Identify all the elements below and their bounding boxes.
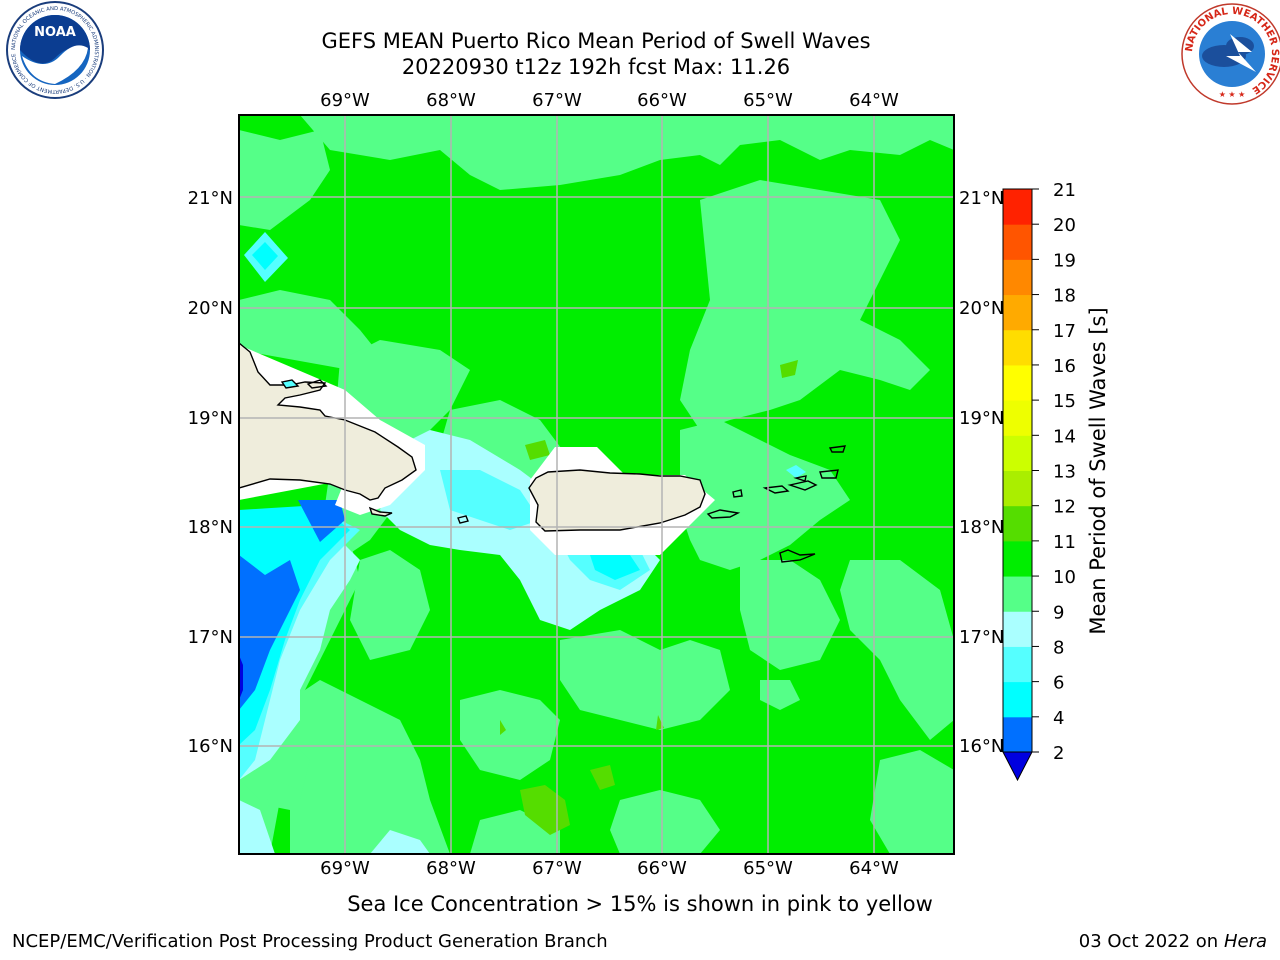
colorbar-swatch bbox=[1003, 716, 1032, 753]
colorbar-swatch bbox=[1003, 681, 1032, 718]
contour-4-6s-regions bbox=[239, 242, 640, 745]
colorbar-tick-label: 19 bbox=[1053, 250, 1076, 271]
inlet-outline bbox=[306, 379, 328, 389]
lat-label-right: 21°N bbox=[959, 188, 1004, 209]
lon-label-bottom: 68°W bbox=[426, 858, 476, 879]
colorbar: 2 4 6 8 9 10 11 12 13 14 15 16 17 18 19 20 21 bbox=[1002, 180, 1076, 782]
noaa-logo: NATIONAL OCEANIC AND ATMOSPHERIC ADMINIS… bbox=[6, 1, 104, 99]
lat-label-right: 17°N bbox=[959, 627, 1004, 648]
tortola-outline bbox=[787, 480, 818, 491]
lat-label-left: 19°N bbox=[188, 408, 233, 429]
lat-label-left: 17°N bbox=[188, 627, 233, 648]
hispaniola-land bbox=[239, 342, 417, 501]
colorbar-swatch bbox=[1003, 189, 1032, 225]
tortuga-outline bbox=[280, 379, 300, 389]
lat-label-left: 18°N bbox=[188, 517, 233, 538]
colorbar-swatch bbox=[1003, 646, 1032, 683]
nws-logo-stars: ★ ★ ★ bbox=[1219, 90, 1246, 99]
map-panel bbox=[239, 115, 954, 854]
lon-label-top: 64°W bbox=[849, 90, 899, 111]
colorbar-swatch bbox=[1003, 435, 1032, 471]
lat-label-left: 20°N bbox=[188, 298, 233, 319]
lat-labels-left: 21°N 20°N 19°N 18°N 17°N 16°N bbox=[188, 188, 233, 757]
lon-label-top: 68°W bbox=[426, 90, 476, 111]
colorbar-tick-label: 12 bbox=[1053, 497, 1076, 518]
puerto-rico-land bbox=[528, 469, 706, 532]
colorbar-swatch bbox=[1003, 470, 1032, 507]
sea-ice-caption: Sea Ice Concentration > 15% is shown in … bbox=[347, 892, 933, 916]
lat-label-right: 20°N bbox=[959, 298, 1004, 319]
colorbar-tick-label: 13 bbox=[1053, 462, 1076, 483]
st-thomas-outline bbox=[762, 485, 790, 494]
colorbar-swatch bbox=[1003, 400, 1032, 436]
footer-host: Hera bbox=[1223, 931, 1267, 952]
lon-label-top: 67°W bbox=[532, 90, 582, 111]
lat-label-right: 19°N bbox=[959, 408, 1004, 429]
colorbar-tick-label: 4 bbox=[1053, 708, 1064, 729]
colorbar-tick-label: 15 bbox=[1053, 391, 1076, 412]
lon-label-top: 69°W bbox=[320, 90, 370, 111]
anegada-outline bbox=[828, 445, 847, 453]
colorbar-tick-label: 20 bbox=[1053, 215, 1076, 236]
colorbar-tick-label: 9 bbox=[1053, 602, 1064, 623]
lon-label-bottom: 67°W bbox=[532, 858, 582, 879]
footer-credit: NCEP/EMC/Verification Post Processing Pr… bbox=[12, 931, 608, 952]
colorbar-tick-label: 16 bbox=[1053, 356, 1076, 377]
colorbar-tick-label: 11 bbox=[1053, 532, 1076, 553]
lat-label-left: 16°N bbox=[188, 736, 233, 757]
colorbar-tick-label: 17 bbox=[1053, 321, 1076, 342]
lon-label-bottom: 66°W bbox=[637, 858, 687, 879]
nws-logo: NATIONAL WEATHER SERVICE ★ ★ ★ bbox=[1181, 3, 1280, 105]
colorbar-tick-label: 21 bbox=[1053, 180, 1076, 201]
lon-label-top: 66°W bbox=[637, 90, 687, 111]
colorbar-tick-label: 2 bbox=[1053, 743, 1064, 764]
colorbar-swatch bbox=[1003, 224, 1032, 260]
land-masses bbox=[239, 342, 847, 563]
lon-label-bottom: 64°W bbox=[849, 858, 899, 879]
colorbar-swatch bbox=[1003, 329, 1032, 366]
lon-labels-top: 69°W 68°W 67°W 66°W 65°W 64°W bbox=[320, 90, 899, 111]
colorbar-swatch bbox=[1003, 576, 1032, 612]
noaa-logo-text: NOAA bbox=[34, 25, 76, 40]
lon-label-bottom: 69°W bbox=[320, 858, 370, 879]
footer-date-text: 03 Oct 2022 on bbox=[1078, 931, 1224, 952]
lon-label-bottom: 65°W bbox=[743, 858, 793, 879]
chart-title: GEFS MEAN Puerto Rico Mean Period of Swe… bbox=[321, 29, 870, 53]
virgin-gorda-outline bbox=[819, 469, 839, 479]
colorbar-swatch bbox=[1003, 540, 1032, 577]
lon-label-top: 65°W bbox=[743, 90, 793, 111]
jost-van-dyke-outline bbox=[793, 475, 807, 482]
map-frame bbox=[238, 114, 955, 855]
colorbar-extend-triangle bbox=[1002, 751, 1033, 782]
colorbar-tick-label: 6 bbox=[1053, 673, 1064, 694]
colorbar-swatch bbox=[1003, 364, 1032, 401]
vieques-outline bbox=[706, 509, 741, 519]
colorbar-tick-label: 10 bbox=[1053, 567, 1076, 588]
lat-labels-right: 21°N 20°N 19°N 18°N 17°N 16°N bbox=[959, 188, 1004, 757]
lat-label-right: 16°N bbox=[959, 736, 1004, 757]
colorbar-swatch bbox=[1003, 294, 1032, 331]
mona-island-outline bbox=[457, 515, 469, 524]
lat-label-right: 18°N bbox=[959, 517, 1004, 538]
colorbar-tick-label: 18 bbox=[1053, 286, 1076, 307]
lat-label-left: 21°N bbox=[188, 188, 233, 209]
graticule bbox=[239, 115, 954, 854]
st-croix-outline bbox=[779, 549, 816, 563]
chart-subtitle: 20220930 t12z 192h fcst Max: 11.26 bbox=[402, 55, 790, 79]
colorbar-tick-label: 14 bbox=[1053, 426, 1076, 447]
colorbar-swatch bbox=[1003, 505, 1032, 542]
islet-land bbox=[368, 506, 393, 517]
footer-date: 03 Oct 2022 on Hera bbox=[1079, 931, 1267, 952]
lon-labels-bottom: 69°W 68°W 67°W 66°W 65°W 64°W bbox=[320, 858, 899, 879]
colorbar-swatch bbox=[1003, 611, 1032, 647]
colorbar-tick-label: 8 bbox=[1053, 637, 1064, 658]
colorbar-swatch bbox=[1003, 259, 1032, 296]
colorbar-label: Mean Period of Swell Waves [s] bbox=[1086, 307, 1110, 634]
contour-2-4s-regions bbox=[239, 500, 345, 710]
culebra-outline bbox=[732, 489, 743, 498]
